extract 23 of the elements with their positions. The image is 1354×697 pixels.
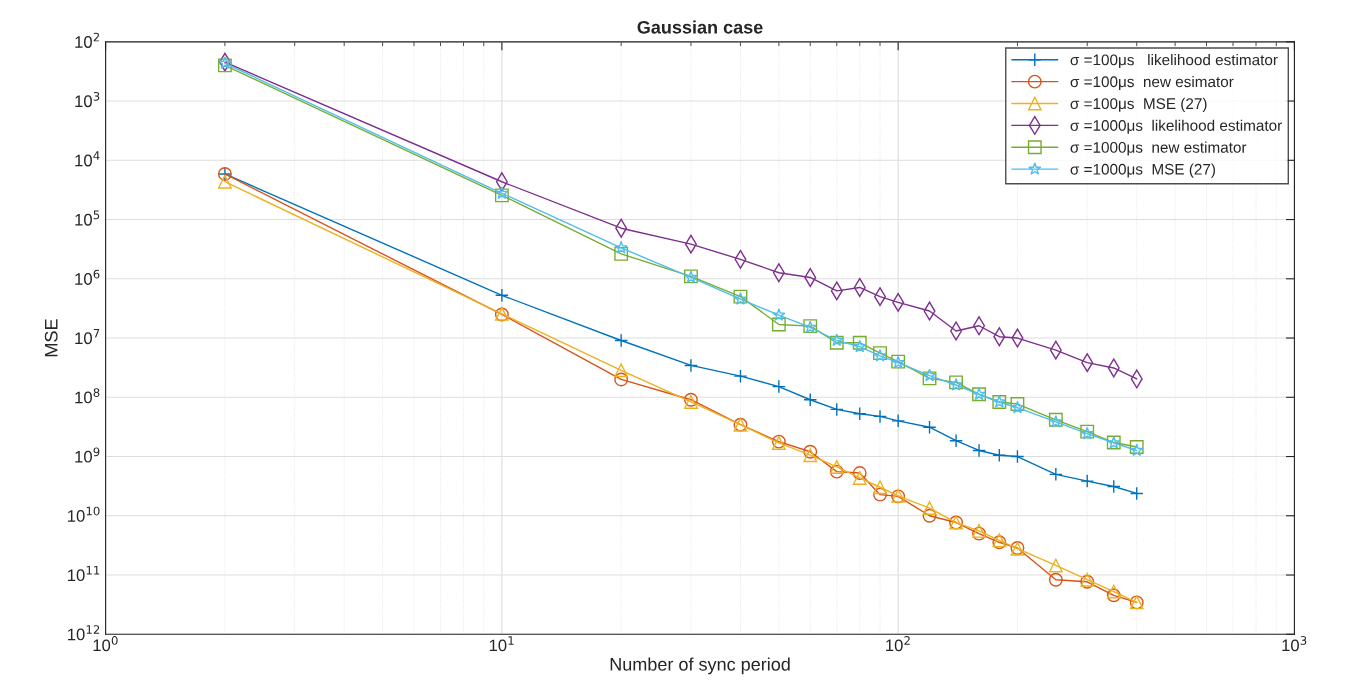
y-tick-label: 10$^{10}$	[68, 506, 100, 522]
x-tick-label: 10$^{0}$	[93, 636, 118, 652]
y-tick-label: 10$^{8}$	[75, 388, 100, 404]
x-axis-title: Number of sync period	[610, 657, 790, 675]
y-tick-label: 10$^{5}$	[75, 210, 100, 226]
y-tick-label: 10$^{3}$	[75, 91, 100, 108]
y-axis-title: MSE	[44, 319, 58, 357]
legend-label: σ =100μs likelihood estimator	[1070, 54, 1278, 69]
chart-title: Gaussian case	[637, 20, 763, 34]
y-tick-label: 10$^{7}$	[75, 329, 100, 345]
y-tick-label: 10$^{11}$	[68, 566, 100, 582]
legend-label: σ =1000μs likelihood estimator	[1070, 119, 1282, 134]
legend-label: σ =100μs new esimator	[1070, 75, 1234, 90]
y-tick-label: 10$^{6}$	[75, 269, 100, 285]
legend-label: σ =100μs MSE (27)	[1070, 97, 1207, 113]
x-tick-label: 10$^{3}$	[1282, 636, 1307, 652]
y-tick-label: 10$^{2}$	[75, 32, 100, 48]
legend-label: σ =1000μs new estimator	[1070, 141, 1247, 156]
legend-label: σ =1000μs MSE (27)	[1070, 163, 1216, 178]
y-tick-label: 10$^{9}$	[75, 447, 100, 463]
x-tick-label: 10$^{1}$	[489, 636, 514, 652]
y-tick-label: 10$^{4}$	[75, 151, 100, 167]
x-tick-label: 10$^{2}$	[886, 636, 910, 652]
